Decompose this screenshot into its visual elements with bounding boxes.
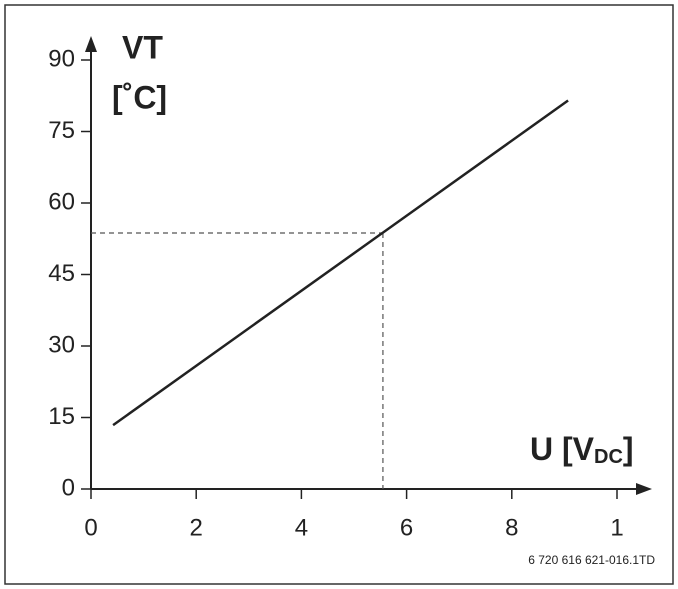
x-axis-label: U [VDC] [530, 431, 634, 468]
x-axis-arrow [636, 483, 652, 495]
x-tick-label: 6 [400, 514, 413, 541]
frame [4, 4, 674, 585]
y-tick-label: 60 [48, 188, 75, 215]
x-tick-label: 2 [190, 514, 203, 541]
line [112, 99, 569, 427]
y-tick-label: 30 [48, 331, 75, 358]
y-axis-label: [˚C] [112, 79, 167, 115]
x-tick-label: 4 [295, 514, 308, 541]
x-tick-label: 0 [84, 514, 97, 541]
x-tick-label: 8 [505, 514, 518, 541]
y-tick-label: 75 [48, 117, 75, 144]
y-tick-label: 0 [62, 474, 75, 501]
y-axis-label: VT [122, 29, 163, 65]
footnote: 6 720 616 621-016.1TD [528, 553, 655, 567]
y-tick-label: 15 [48, 403, 75, 430]
y-axis-arrow [85, 36, 97, 52]
y-tick-label: 45 [48, 260, 75, 287]
x-tick-label: 1 [610, 514, 623, 541]
y-tick-label: 90 [48, 45, 75, 72]
